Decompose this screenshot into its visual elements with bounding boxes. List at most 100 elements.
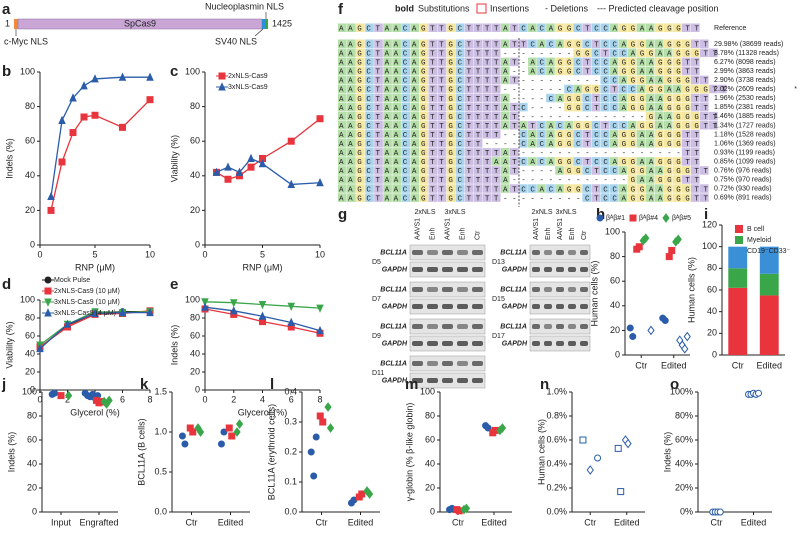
- base-cell: [347, 193, 356, 202]
- row-label: 1.46% (1885 reads): [714, 113, 775, 120]
- marker: [326, 423, 335, 433]
- base-cell: [356, 75, 365, 85]
- base-cell: [428, 57, 438, 67]
- base-cell: [401, 66, 410, 76]
- base-cell: [600, 102, 610, 112]
- base-cell: [338, 129, 347, 139]
- base-cell: [654, 48, 664, 58]
- y-tick-label: 60: [25, 136, 35, 146]
- band: [568, 324, 576, 329]
- base-cell: [700, 166, 709, 175]
- band-label: GAPDH: [382, 340, 408, 347]
- base-cell: [473, 39, 483, 49]
- band: [457, 378, 468, 383]
- base-cell: [509, 23, 519, 33]
- base-cell: [347, 175, 356, 184]
- marker: [44, 276, 52, 284]
- base-cell: [582, 84, 591, 94]
- base-cell: [374, 84, 383, 94]
- base-cell: [618, 120, 628, 130]
- y-tick-label: 0.1: [284, 476, 297, 486]
- base-cell: [365, 57, 374, 67]
- base-cell: [709, 48, 718, 58]
- base-cell: [672, 139, 682, 148]
- base-cell: [455, 166, 465, 175]
- marker: [316, 115, 324, 123]
- base-cell: [383, 193, 392, 202]
- base-cell: [464, 57, 474, 67]
- marker: [596, 214, 604, 222]
- base-cell: [690, 120, 700, 130]
- day-label: D13: [492, 259, 505, 266]
- base-cell: [455, 75, 465, 85]
- band: [556, 341, 564, 346]
- base-cell: [455, 193, 465, 202]
- base-cell: [528, 139, 537, 148]
- band-label: GAPDH: [382, 303, 408, 310]
- base-cell: [347, 23, 356, 33]
- y-tick-label: 0: [430, 506, 435, 516]
- base-cell: [374, 175, 383, 184]
- base-cell: [401, 48, 410, 58]
- base-cell: [663, 93, 673, 103]
- band: [472, 287, 483, 292]
- base-cell: [528, 184, 537, 193]
- base-cell: [491, 129, 501, 139]
- base-cell: [681, 93, 691, 103]
- base-cell: [437, 148, 447, 157]
- bar-segment: [759, 295, 779, 355]
- base-cell: [482, 23, 492, 33]
- base-cell: [338, 193, 347, 202]
- base-cell: [338, 66, 347, 76]
- base-cell: [455, 175, 465, 184]
- group-label: 3xNLS: [444, 209, 465, 216]
- base-cell: [491, 102, 501, 112]
- base-cell: [618, 129, 628, 139]
- base-cell: [700, 184, 709, 193]
- y-tick-label: 80: [707, 263, 717, 273]
- base-cell: [654, 39, 664, 49]
- band-label: BCL11A: [380, 360, 407, 367]
- base-cell: [690, 175, 700, 184]
- base-cell: [410, 111, 420, 121]
- base-cell: [365, 102, 374, 112]
- base-cell: [681, 84, 691, 94]
- base-cell: [600, 129, 610, 139]
- base-cell: [419, 184, 429, 193]
- base-cell: [555, 139, 564, 148]
- base-cell: [690, 84, 700, 94]
- marker: [36, 343, 44, 353]
- base-cell: [519, 120, 528, 130]
- base-cell: [591, 157, 601, 166]
- base-cell: [618, 102, 628, 112]
- base-cell: [645, 48, 655, 58]
- base-cell: [663, 193, 673, 202]
- base-cell: [591, 84, 601, 94]
- band: [412, 267, 423, 272]
- lane-label: Enh: [459, 227, 466, 240]
- day-label: D7: [372, 296, 381, 303]
- base-cell: [636, 23, 646, 33]
- band: [568, 267, 576, 272]
- lane-label: AAVS1: [414, 218, 421, 240]
- base-cell: [338, 166, 347, 175]
- marker: [626, 324, 634, 332]
- band: [472, 324, 483, 329]
- legend-label: CD19⁻CD33⁻: [747, 248, 790, 255]
- base-cell: [700, 111, 709, 121]
- base-cell: [582, 166, 591, 175]
- base-cell: [654, 166, 664, 175]
- base-cell: [464, 157, 474, 166]
- y-tick-label: 0: [30, 384, 35, 394]
- marker: [233, 427, 241, 437]
- base-cell: [410, 148, 420, 157]
- base-cell: [618, 84, 628, 94]
- marker: [662, 213, 670, 223]
- y-tick-label: 0.6%: [546, 434, 567, 444]
- band: [472, 378, 483, 383]
- x-tick-label: Ctr: [711, 517, 723, 527]
- y-tick-label: 0.0: [284, 506, 297, 516]
- panel-letter: k: [140, 376, 149, 393]
- base-cell: [681, 75, 691, 85]
- base-cell: [428, 23, 438, 33]
